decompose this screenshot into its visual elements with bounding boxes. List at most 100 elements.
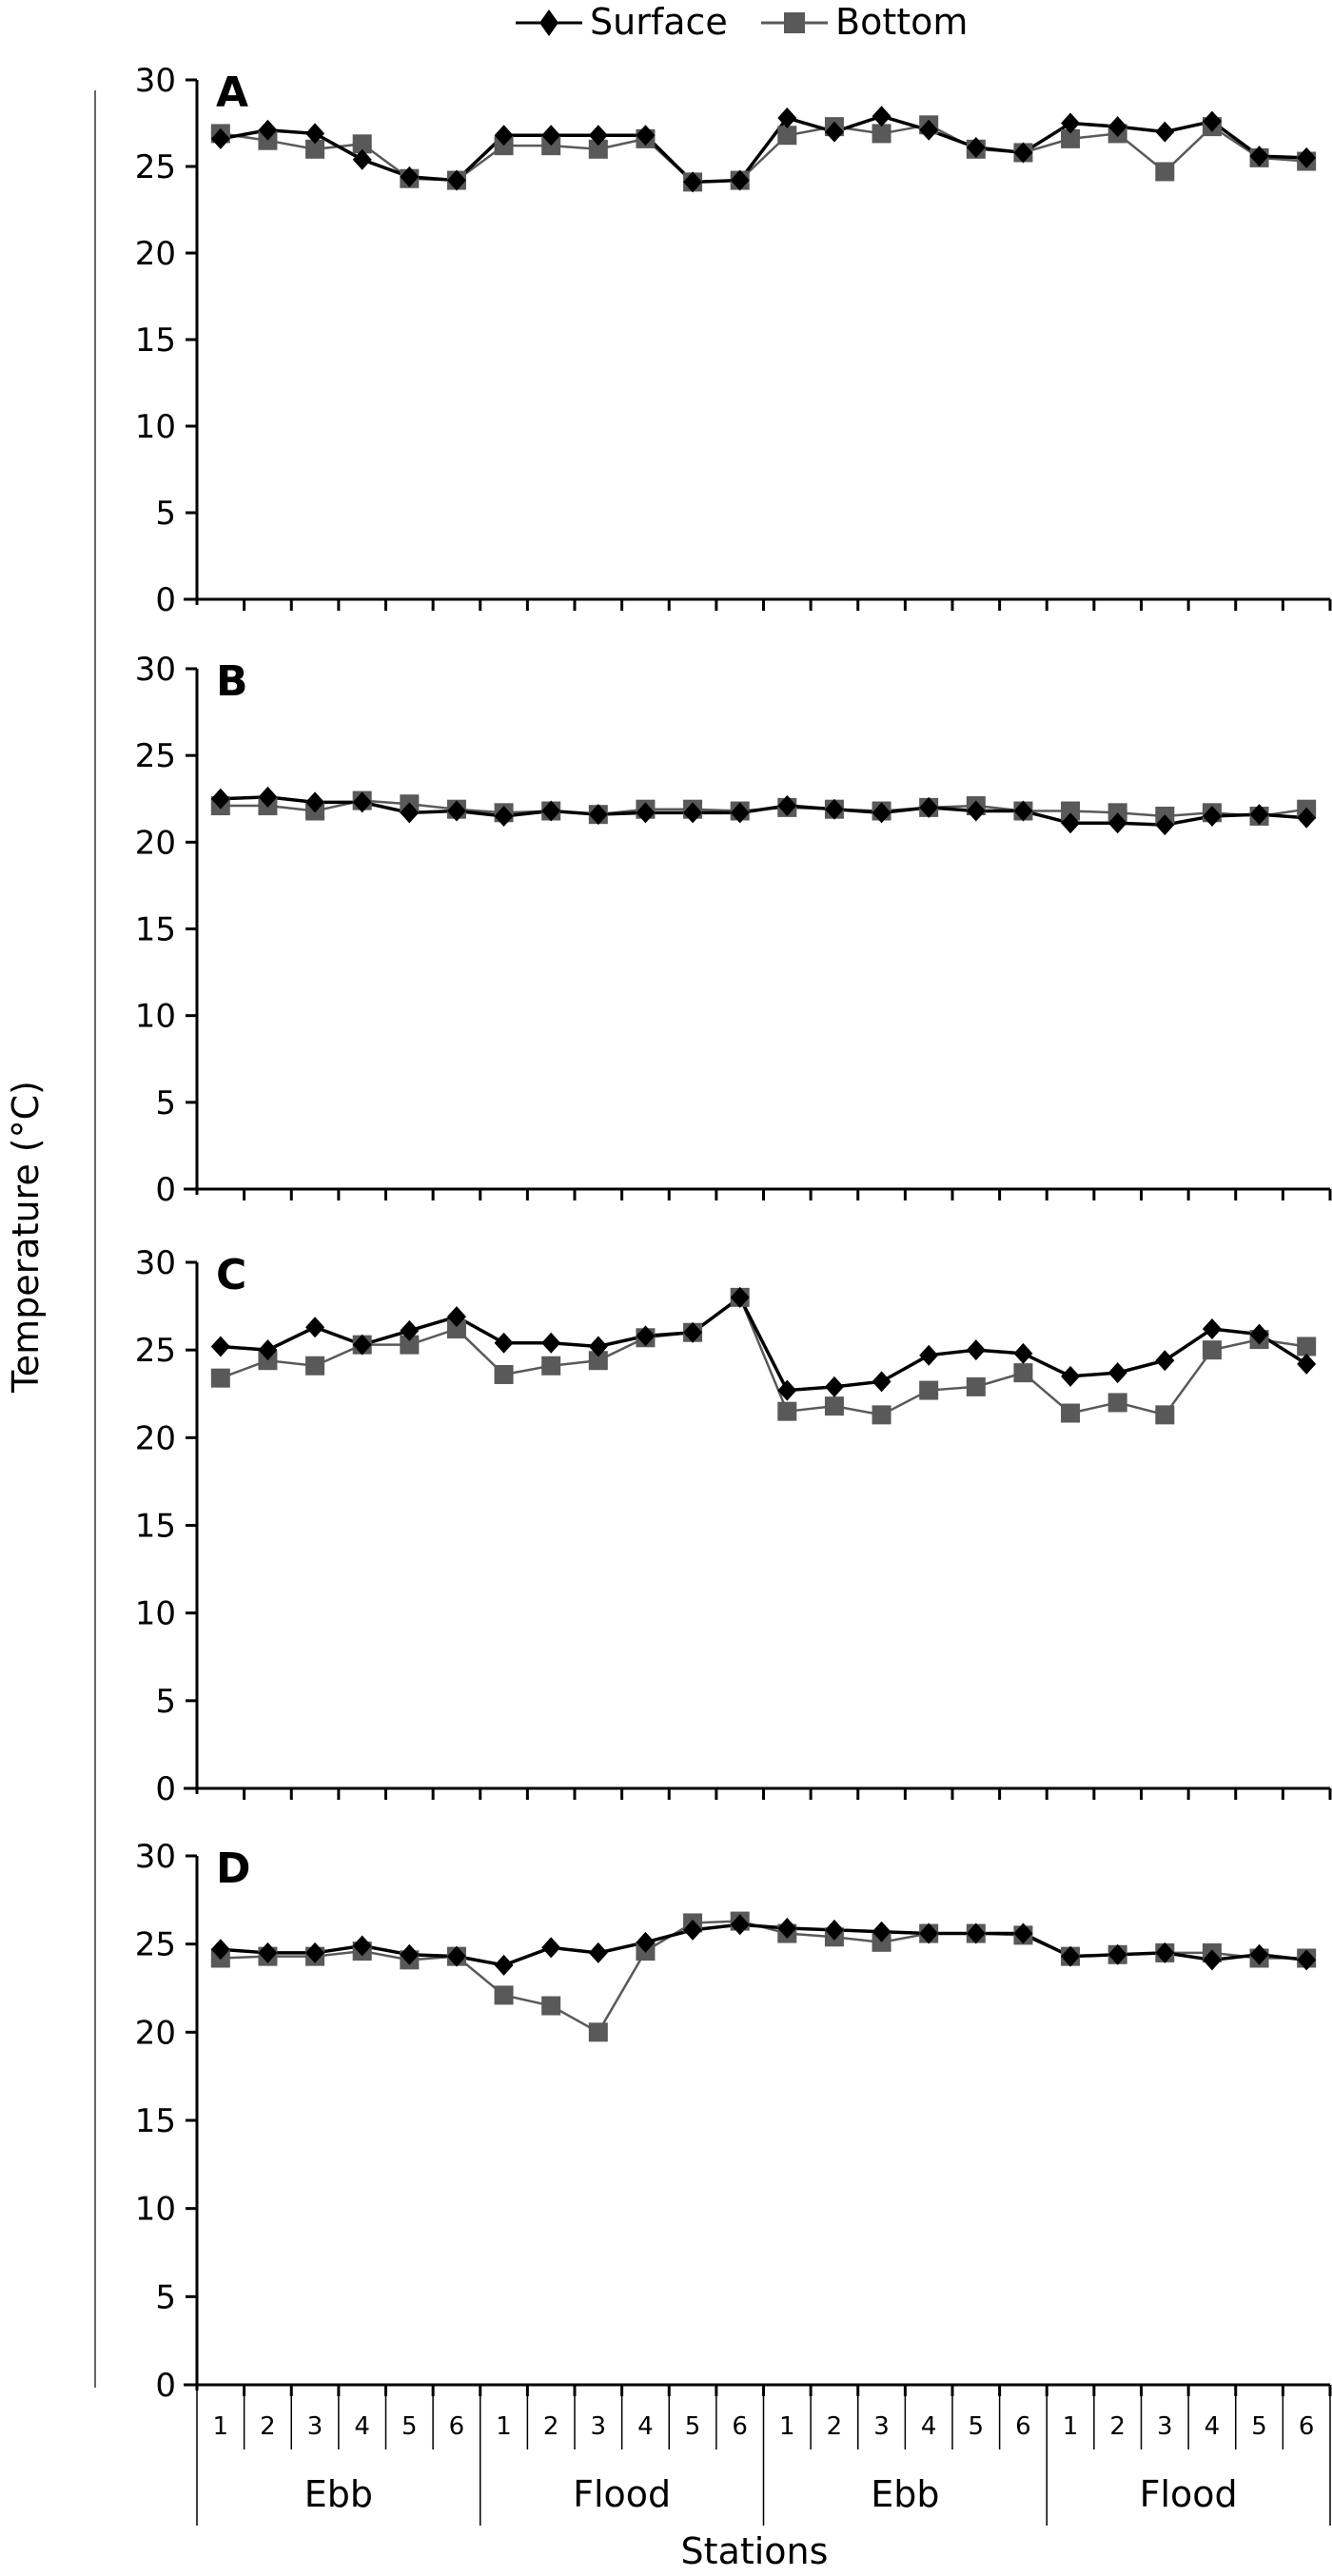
surface-point [1013,1342,1033,1364]
surface-point [494,125,514,146]
surface-point [636,1931,656,1953]
bottom-point [588,1351,608,1371]
surface-point [872,802,891,824]
surface-point [872,1921,891,1942]
surface-point [919,1922,939,1944]
y-tick-label: 5 [155,1683,176,1721]
y-tick-label: 10 [135,2191,176,2229]
surface-point [446,800,466,822]
station-label: 3 [1157,2412,1173,2441]
surface-point [872,106,891,127]
bottom-point [494,1985,514,2005]
surface-point [258,119,278,141]
y-axis-label: Temperature (°C) [5,1081,47,1394]
surface-point [588,1942,608,1963]
surface-point [683,1321,703,1343]
y-tick-label: 25 [135,1332,176,1370]
surface-point [636,802,656,824]
surface-point [258,786,278,808]
surface-point [588,804,608,826]
y-tick-label: 15 [135,322,176,360]
bottom-point [777,126,797,146]
station-label: 3 [591,2412,607,2441]
station-label: 5 [402,2412,418,2441]
bottom-point [1155,1405,1175,1425]
surface-point [872,1371,891,1393]
bottom-point [777,1401,797,1421]
bottom-point [1061,1403,1081,1423]
surface-point [1249,804,1269,826]
surface-point [1202,805,1222,827]
y-tick-label: 25 [135,148,176,186]
legend-bottom-label: Bottom [835,1,968,43]
tide-group-label: Ebb [871,2473,939,2515]
surface-point [446,1306,466,1328]
y-tick-label: 25 [135,1926,176,1964]
series-bottom-line [220,1920,1307,2035]
surface-point [1107,116,1127,138]
surface-point [966,1922,986,1944]
surface-point [400,1319,420,1341]
surface-point [352,791,372,813]
station-label: 1 [213,2412,229,2441]
bottom-point [872,1932,891,1952]
panel-d: 0 5 10 15 20 25 30 D [135,1838,1332,2405]
surface-point [588,125,608,146]
surface-point [1297,1353,1317,1375]
surface-point [258,1942,278,1963]
station-label: 6 [1299,2412,1315,2441]
bottom-point [1061,128,1081,148]
surface-point [305,1942,325,1963]
surface-point [352,1334,372,1356]
bottom-point [872,1405,891,1425]
surface-point [494,805,514,827]
surface-point [588,1336,608,1357]
bottom-point [494,1364,514,1384]
bottom-point [305,1356,325,1376]
surface-point [777,795,797,817]
station-label: 2 [543,2412,559,2441]
panel-c: 0 5 10 15 20 25 30 C [135,1244,1332,1808]
surface-point [730,1286,750,1308]
surface-point [1297,1949,1317,1971]
tide-group-label: Ebb [304,2473,373,2515]
station-label: 5 [1251,2412,1267,2441]
station-label: 1 [496,2412,512,2441]
bottom-point [1013,1363,1033,1383]
surface-point [730,802,750,824]
y-tick-label: 15 [135,911,176,949]
surface-point [1061,1945,1081,1967]
surface-point [210,1939,230,1961]
surface-point [1155,1942,1175,1963]
bottom-point [1107,1393,1127,1413]
surface-point [446,169,466,191]
surface-point [1013,142,1033,164]
surface-point [824,1376,844,1397]
surface-point [683,1919,703,1941]
surface-point [777,1379,797,1401]
station-label: 5 [969,2412,985,2441]
legend-surface-label: Surface [590,1,728,43]
series-bottom-line [220,124,1307,184]
surface-point [636,1325,656,1347]
surface-point [352,1935,372,1957]
bottom-point [1061,801,1081,821]
surface-point [966,136,986,158]
bottom-point [1202,1340,1222,1360]
bottom-point [872,124,891,144]
surface-point [1061,812,1081,834]
tide-group-label: Flood [1140,2473,1238,2515]
surface-point [446,1945,466,1967]
surface-point [305,123,325,145]
y-tick-label: 30 [135,1838,176,1876]
surface-point [258,1339,278,1361]
surface-point [541,800,561,822]
station-label: 1 [1063,2412,1079,2441]
bottom-point [919,1380,939,1400]
station-label: 3 [307,2412,323,2441]
bottom-point [1297,1337,1317,1356]
square-marker-icon [784,12,805,33]
series-bottom-line [220,1295,1307,1416]
surface-point [1013,1922,1033,1944]
panel-label: A [216,68,248,117]
